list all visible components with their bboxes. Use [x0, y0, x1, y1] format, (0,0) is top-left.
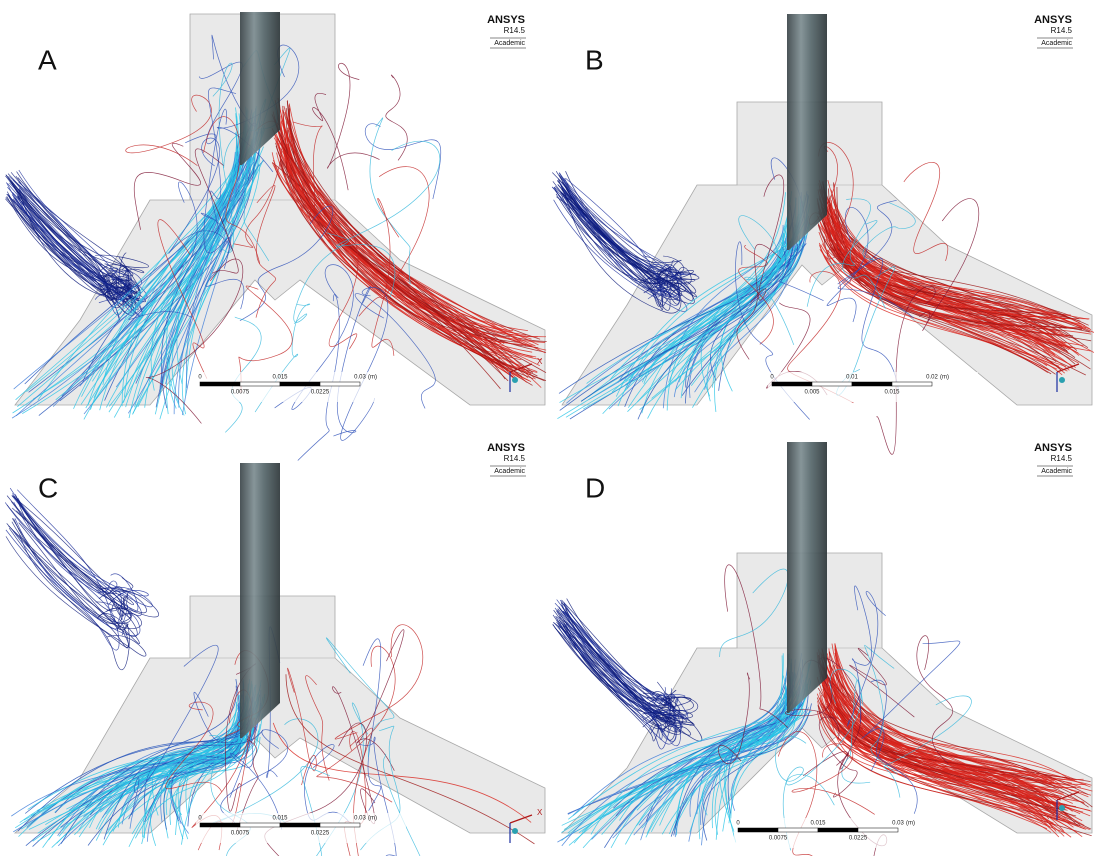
logo-license: Academic: [1041, 40, 1072, 47]
streamline: [15, 494, 124, 593]
logo-license: Academic: [494, 468, 525, 475]
panel-label: C: [38, 472, 58, 503]
logo-brand: ANSYS: [487, 14, 525, 26]
logo-brand: ANSYS: [487, 442, 525, 454]
scale-label: 0.0075: [231, 390, 250, 396]
scale-segment: [772, 382, 812, 386]
figure: AANSYSR14.5Academic00.0150.03(m)0.00750.…: [0, 0, 1094, 856]
scale-segment: [818, 828, 858, 832]
scale-unit: (m): [368, 816, 377, 822]
scale-segment: [240, 382, 280, 386]
panel: DANSYSR14.5Academic00.0150.03(m)0.00750.…: [553, 442, 1093, 856]
panel-label: A: [38, 44, 57, 75]
scale-label: 0.015: [272, 816, 288, 822]
streamline: [560, 600, 675, 721]
streamline: [6, 536, 146, 656]
scale-segment: [280, 382, 320, 386]
triad-origin: [1059, 805, 1065, 811]
scale-segment: [778, 828, 818, 832]
pipe: [787, 14, 827, 250]
scale-segment: [200, 382, 240, 386]
logo-version: R14.5: [1051, 454, 1073, 463]
scale-segment: [892, 382, 932, 386]
scale-label: 0.015: [810, 821, 826, 827]
scale-label: 0.0075: [231, 831, 250, 837]
scale-label: 0.03: [892, 821, 904, 827]
scale-label: 0.0225: [311, 390, 330, 396]
logo-version: R14.5: [504, 26, 526, 35]
triad-label: X: [537, 808, 543, 817]
triad-origin: [512, 828, 518, 834]
scale-label: 0.03: [354, 375, 366, 381]
streamline: [12, 522, 140, 644]
scale-label: 0.01: [846, 375, 858, 381]
panel: BANSYSR14.5Academic00.010.02(m)0.0050.01…: [552, 14, 1094, 454]
scale-label: 0.015: [272, 375, 288, 381]
scale-label: 0.0225: [311, 831, 330, 837]
triad-origin: [1059, 377, 1065, 383]
scale-segment: [738, 828, 778, 832]
triad-label: X: [537, 357, 543, 366]
pipe: [240, 463, 280, 738]
triad-origin: [512, 377, 518, 383]
streamline: [13, 530, 140, 635]
scale-label: 0.005: [804, 390, 820, 396]
logo-version: R14.5: [1051, 26, 1073, 35]
pipe: [787, 442, 827, 713]
streamline: [14, 502, 142, 616]
scale-segment: [280, 823, 320, 827]
scale-segment: [200, 823, 240, 827]
scale-unit: (m): [906, 821, 915, 827]
streamline: [5, 502, 121, 622]
scale-segment: [240, 823, 280, 827]
scale-label: 0.0225: [849, 836, 868, 842]
scale-unit: (m): [368, 375, 377, 381]
scale-segment: [858, 828, 898, 832]
scale-label: 0.015: [884, 390, 900, 396]
scale-unit: (m): [940, 375, 949, 381]
scale-label: 0.03: [354, 816, 366, 822]
panel-label: B: [585, 44, 604, 75]
logo-brand: ANSYS: [1034, 14, 1072, 26]
logo-license: Academic: [1041, 468, 1072, 475]
logo-license: Academic: [494, 40, 525, 47]
panel: CANSYSR14.5Academic00.0150.03(m)0.00750.…: [5, 442, 545, 856]
scale-segment: [320, 823, 360, 827]
scale-label: 0.0075: [769, 836, 788, 842]
scale-label: 0.02: [926, 375, 938, 381]
streamline: [13, 496, 133, 592]
scale-segment: [320, 382, 360, 386]
scale-segment: [812, 382, 852, 386]
logo-brand: ANSYS: [1034, 442, 1072, 454]
scale-segment: [852, 382, 892, 386]
logo-version: R14.5: [504, 454, 526, 463]
panel-label: D: [585, 472, 605, 503]
